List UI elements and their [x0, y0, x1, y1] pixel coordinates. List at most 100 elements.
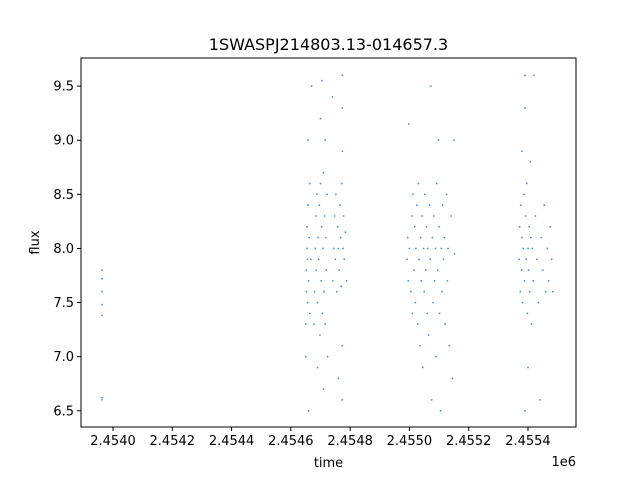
- y-tick-label: 9.5: [53, 80, 74, 95]
- data-point: [322, 247, 324, 250]
- data-point: [337, 247, 340, 250]
- data-point: [305, 269, 308, 271]
- x-axis-ticks: 2.4540 2.4542 2.4544 2.4546 2.4548 2.4550 2.45…: [90, 427, 551, 449]
- plot-frame: [80, 57, 577, 428]
- data-point: [426, 312, 429, 315]
- data-point: [307, 280, 310, 282]
- data-point: [528, 290, 531, 293]
- data-point: [520, 204, 522, 207]
- data-point: [434, 247, 437, 250]
- data-point: [426, 247, 429, 250]
- data-point: [525, 182, 528, 185]
- data-point: [101, 396, 103, 399]
- data-point: [324, 323, 327, 326]
- data-point: [418, 344, 421, 347]
- data-point: [524, 106, 526, 109]
- data-point: [429, 258, 432, 261]
- data-point: [439, 409, 442, 412]
- x-tick-label: 2.4544: [209, 434, 255, 449]
- data-point: [547, 280, 550, 282]
- data-point: [338, 269, 341, 271]
- data-point: [549, 225, 552, 228]
- data-point: [408, 247, 411, 250]
- data-point: [520, 269, 523, 271]
- data-point: [534, 215, 537, 217]
- data-point: [436, 269, 439, 271]
- data-point: [316, 366, 319, 369]
- data-point: [308, 236, 311, 239]
- data-point: [341, 106, 344, 109]
- data-point: [526, 312, 529, 315]
- data-point: [323, 215, 326, 217]
- data-point: [334, 258, 337, 261]
- data-point: [320, 280, 322, 282]
- data-point: [341, 150, 344, 153]
- data-point: [437, 139, 440, 142]
- data-point: [315, 269, 318, 271]
- data-point: [543, 204, 546, 207]
- data-point: [306, 225, 308, 228]
- y-tick-label: 7.0: [53, 350, 74, 365]
- data-point: [335, 290, 338, 293]
- data-points: [101, 74, 554, 412]
- data-point: [540, 236, 543, 239]
- data-point: [440, 247, 443, 250]
- data-point: [316, 193, 318, 196]
- data-point: [453, 253, 456, 255]
- data-point: [432, 215, 435, 217]
- data-point: [101, 399, 103, 401]
- data-point: [435, 182, 438, 185]
- chart-title: 1SWASPJ214803.13-014657.3: [209, 35, 448, 54]
- data-point: [527, 247, 529, 250]
- data-point: [341, 74, 344, 77]
- data-point: [307, 204, 309, 207]
- x-tick-label: 2.4548: [327, 434, 373, 449]
- y-axis-label: flux: [28, 230, 43, 254]
- data-point: [101, 269, 103, 271]
- data-point: [413, 269, 415, 271]
- data-point: [324, 139, 327, 142]
- data-point: [319, 182, 322, 185]
- data-point: [523, 280, 526, 282]
- data-point: [525, 258, 528, 261]
- x-tick-label: 2.4542: [150, 434, 196, 449]
- data-point: [407, 280, 410, 282]
- data-point: [435, 355, 437, 358]
- data-point: [527, 366, 529, 369]
- data-point: [433, 280, 436, 282]
- data-point: [412, 193, 414, 196]
- data-point: [544, 290, 547, 293]
- data-point: [326, 355, 329, 358]
- data-point: [536, 258, 538, 261]
- data-point: [524, 215, 527, 217]
- data-point: [431, 236, 434, 239]
- data-point: [101, 314, 103, 317]
- data-point: [530, 323, 533, 326]
- data-point: [447, 247, 449, 250]
- data-point: [425, 225, 428, 228]
- data-point: [417, 182, 420, 185]
- data-point: [550, 258, 553, 261]
- data-point: [421, 215, 423, 217]
- data-point: [336, 225, 339, 228]
- data-point: [344, 231, 347, 234]
- data-point: [552, 290, 554, 293]
- x-tick-label: 2.4550: [387, 434, 433, 449]
- data-point: [307, 409, 310, 412]
- data-point: [345, 280, 348, 282]
- data-point: [322, 171, 325, 174]
- data-point: [310, 85, 313, 87]
- data-point: [340, 182, 343, 185]
- data-point: [341, 344, 344, 347]
- data-point: [341, 399, 344, 401]
- data-point: [419, 236, 422, 239]
- data-point: [343, 258, 346, 261]
- data-point: [332, 247, 335, 250]
- data-point: [414, 301, 417, 304]
- data-point: [406, 236, 409, 239]
- data-point: [323, 290, 325, 293]
- x-tick-label: 2.4540: [90, 434, 136, 449]
- data-point: [541, 269, 544, 271]
- data-point: [335, 193, 337, 196]
